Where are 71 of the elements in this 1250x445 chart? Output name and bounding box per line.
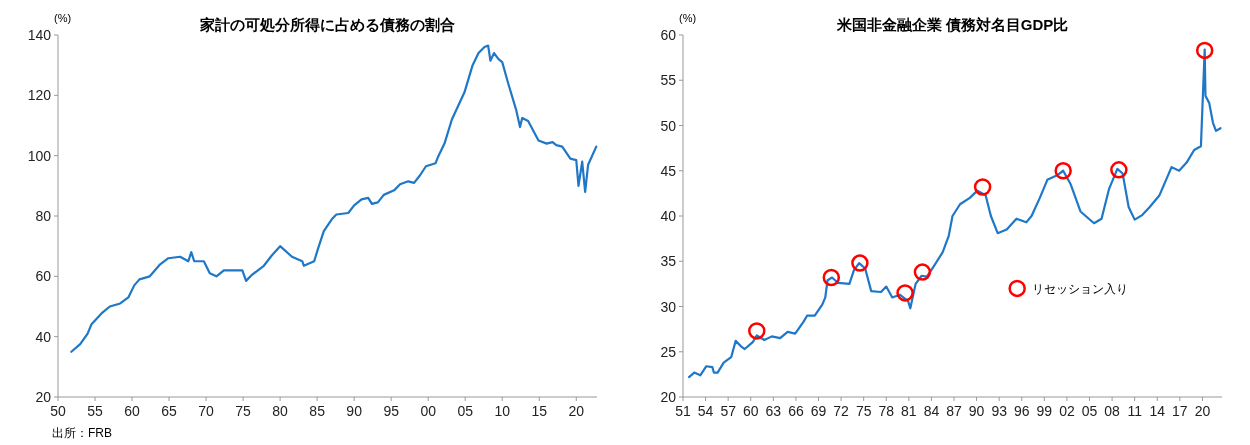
x-tick-label: 54 (697, 403, 714, 419)
y-tick-label: 40 (35, 328, 52, 345)
y-tick-label: 60 (35, 268, 52, 285)
x-tick-label: 81 (901, 403, 917, 419)
x-tick-label: 90 (968, 403, 985, 419)
x-tick-label: 63 (765, 403, 782, 419)
y-tick-label: 50 (660, 117, 677, 134)
y-tick-label: 80 (35, 208, 52, 224)
x-tick-label: 65 (161, 403, 178, 419)
x-tick-label: 08 (1104, 403, 1121, 419)
x-tick-label: 60 (124, 403, 141, 419)
y-tick-label: 35 (660, 253, 677, 270)
y-axis-title: (%) (679, 12, 697, 24)
point (1110, 161, 1128, 179)
y-tick-label: 40 (660, 208, 677, 224)
x-tick-label: 02 (1059, 403, 1075, 419)
y-tick-label: 55 (660, 72, 677, 89)
point (973, 178, 992, 196)
y-tick-label: 120 (27, 87, 52, 104)
point (748, 322, 766, 340)
x-tick-label: 66 (788, 403, 804, 419)
x-tick-label: 55 (87, 403, 104, 419)
y-tick-label: 20 (35, 389, 52, 405)
text: 出所：FRB (52, 426, 112, 440)
x-tick-label: 85 (309, 403, 326, 419)
x-tick-label: 17 (1172, 403, 1188, 419)
x-tick-label: 75 (855, 403, 872, 419)
point (822, 268, 841, 287)
x-tick-label: 75 (235, 403, 252, 419)
x-tick-label: 70 (198, 403, 215, 419)
x-tick-label: 87 (946, 403, 962, 419)
x-tick-label: 60 (742, 403, 759, 419)
point (851, 254, 869, 272)
chart-title: 家計の可処分所得に占める債務の割合 (199, 16, 455, 33)
x-tick-label: 20 (568, 403, 585, 419)
x-tick-label: 20 (1194, 403, 1211, 419)
x-tick-label: 96 (1013, 403, 1030, 419)
y-tick-label: 140 (27, 27, 52, 43)
y-tick-label: 20 (660, 389, 677, 405)
y-tick-label: 25 (660, 343, 677, 360)
y-tick-label: 100 (27, 147, 52, 164)
x-tick-label: 84 (923, 403, 940, 419)
point (896, 284, 914, 302)
x-tick-label: 72 (833, 403, 850, 419)
x-tick-label: 11 (1127, 403, 1143, 419)
x-tick-label: 99 (1036, 403, 1053, 419)
x-tick-label: 78 (878, 403, 895, 419)
x-tick-label: 05 (1081, 403, 1098, 419)
y-tick-label: 60 (660, 27, 677, 43)
point (913, 263, 932, 281)
y-tick-label: 45 (660, 162, 677, 179)
chart-title: 米国非金融企業 債務対名目GDP比 (835, 16, 1069, 33)
legend-label: リセッション入り (1032, 282, 1129, 297)
x-tick-label: 80 (272, 403, 289, 419)
y-tick-label: 30 (660, 298, 677, 315)
x-tick-label: 95 (383, 403, 400, 419)
point (1195, 41, 1214, 60)
x-tick-label: 15 (531, 403, 548, 419)
x-tick-label: 05 (457, 403, 474, 419)
x-tick-label: 10 (494, 403, 511, 419)
x-tick-label: 50 (50, 403, 66, 419)
x-tick-label: 93 (991, 403, 1008, 419)
y-axis-title: (%) (54, 12, 72, 24)
x-tick-label: 69 (810, 403, 827, 419)
x-tick-label: 51 (675, 403, 691, 419)
line-series (70, 44, 598, 353)
x-tick-label: 90 (346, 403, 363, 419)
x-tick-label: 00 (420, 403, 437, 419)
x-tick-label: 14 (1149, 403, 1166, 419)
x-tick-label: 57 (720, 403, 737, 419)
point (1054, 162, 1072, 180)
